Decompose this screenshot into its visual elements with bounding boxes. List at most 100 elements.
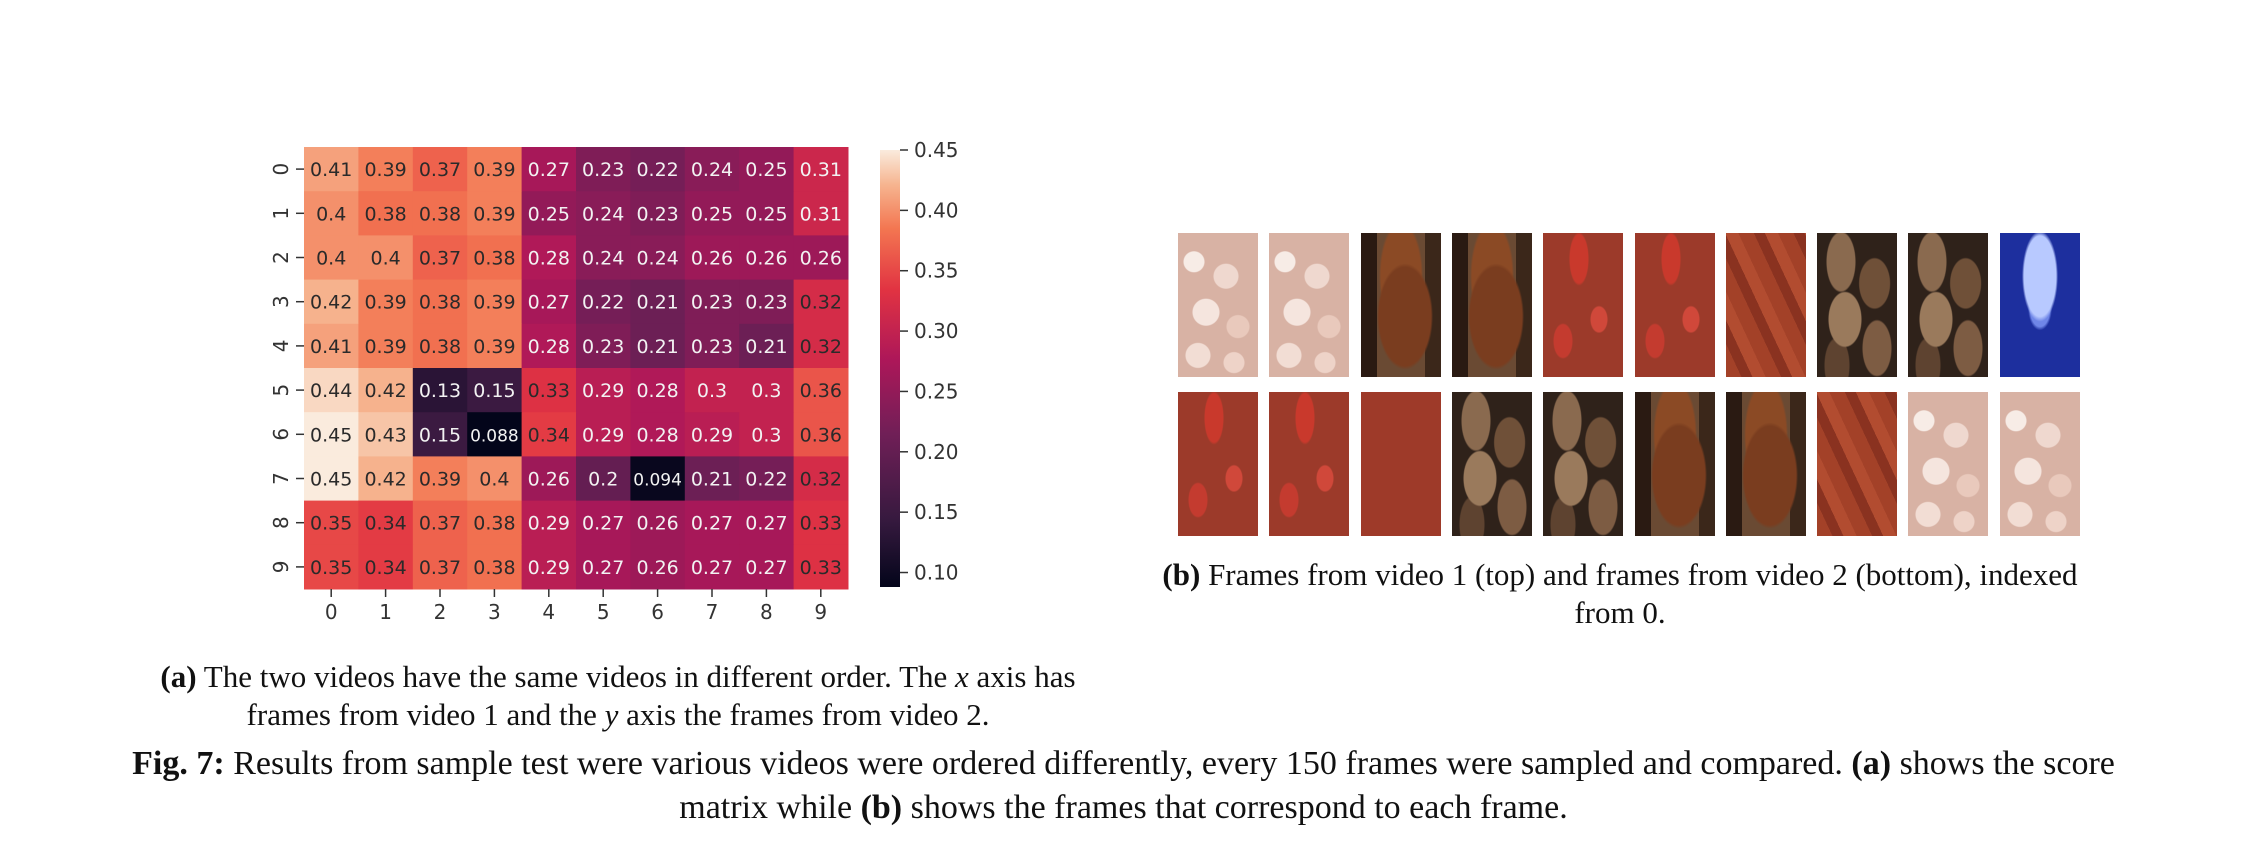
heatmap-cell xyxy=(793,500,849,546)
heatmap-cell xyxy=(793,456,849,502)
x-tick-label: 7 xyxy=(706,600,719,624)
caption-a-label: (a) xyxy=(160,659,197,694)
heatmap-cell xyxy=(630,191,686,236)
heatmap-cell-label: 0.3 xyxy=(751,424,781,446)
heatmap-cell-label: 0.32 xyxy=(800,292,842,314)
heatmap-cell-label: 0.27 xyxy=(745,513,787,535)
frame-bottom-8 xyxy=(1908,392,1989,536)
frame-top-7 xyxy=(1817,233,1898,377)
caption-a-text-1: The two videos have the same videos in d… xyxy=(196,659,956,694)
heatmap-cell xyxy=(467,544,523,590)
frame-top-6 xyxy=(1725,233,1806,377)
heatmap-cell-label: 0.39 xyxy=(473,292,515,314)
heatmap-cell xyxy=(304,544,359,590)
heatmap-cell-label: 0.22 xyxy=(582,292,624,314)
heatmap-cell xyxy=(521,456,577,502)
heatmap-cell xyxy=(467,279,523,325)
heatmap-cell-label: 0.36 xyxy=(800,424,842,446)
heatmap-cell xyxy=(793,544,849,590)
heatmap-cell-label: 0.45 xyxy=(310,469,352,491)
frame-top-5 xyxy=(1634,233,1715,377)
colorbar-tick-label: 0.30 xyxy=(914,319,959,343)
heatmap-cell xyxy=(793,235,849,281)
heatmap-cell-label: 0.3 xyxy=(697,380,727,402)
heatmap-cell-label: 0.24 xyxy=(582,203,624,225)
heatmap-cell-label: 0.27 xyxy=(745,557,787,579)
heatmap-cell-label: 0.25 xyxy=(745,203,787,225)
colorbar-tick-label: 0.15 xyxy=(914,500,959,524)
heatmap-cell xyxy=(684,500,740,546)
heatmap-cell xyxy=(793,191,849,236)
y-tick-label: 1 xyxy=(269,207,293,220)
heatmap-cell xyxy=(576,368,631,413)
heatmap-cell-label: 0.27 xyxy=(528,292,570,314)
heatmap-cell xyxy=(304,368,359,413)
y-tick-label: 0 xyxy=(269,163,293,176)
heatmap-cell-label: 0.2 xyxy=(588,469,618,491)
heatmap-cell xyxy=(358,235,414,281)
frame-bottom-2 xyxy=(1360,392,1441,536)
heatmap-cell-label: 0.38 xyxy=(419,203,461,225)
heatmap-cell-label: 0.31 xyxy=(800,159,842,181)
heatmap-cell-label: 0.28 xyxy=(636,380,678,402)
heatmap-cell-label: 0.41 xyxy=(310,336,352,358)
frame-bottom-1 xyxy=(1269,392,1350,536)
x-tick-label: 4 xyxy=(542,600,555,624)
frame-top-1 xyxy=(1269,233,1350,377)
heatmap-cell-label: 0.43 xyxy=(364,424,406,446)
heatmap-cell xyxy=(684,279,740,325)
heatmap-cell xyxy=(630,323,686,369)
heatmap-cell-label: 0.24 xyxy=(636,248,678,270)
heatmap-cell xyxy=(467,323,523,369)
heatmap-cell-label: 0.36 xyxy=(800,380,842,402)
heatmap-cell xyxy=(358,191,414,236)
heatmap-cell-label: 0.33 xyxy=(800,513,842,535)
frame-bottom-3 xyxy=(1451,392,1532,536)
frame-bottom-0 xyxy=(1178,392,1258,536)
figure-ref-b: (b) xyxy=(860,789,903,826)
heatmap-cell xyxy=(576,279,631,325)
heatmap-cell xyxy=(358,412,414,457)
heatmap-cell xyxy=(521,368,577,413)
heatmap-cell-label: 0.29 xyxy=(691,424,733,446)
heatmap-cell xyxy=(304,147,359,192)
heatmap-cell xyxy=(739,191,795,236)
x-tick-label: 1 xyxy=(379,600,392,624)
heatmap-cell xyxy=(521,500,577,546)
heatmap-cell-label: 0.35 xyxy=(310,557,352,579)
heatmap-cell-label: 0.28 xyxy=(528,336,570,358)
heatmap-cell-label: 0.39 xyxy=(473,203,515,225)
heatmap-cell xyxy=(576,191,631,236)
heatmap-cell-label: 0.37 xyxy=(419,248,461,270)
figure-text-1: Results from sample test were various vi… xyxy=(224,745,1852,782)
heatmap-cell-label: 0.25 xyxy=(745,159,787,181)
heatmap-cell-label: 0.23 xyxy=(636,203,678,225)
heatmap-cell-label: 0.13 xyxy=(419,380,461,402)
heatmap-cell-label: 0.39 xyxy=(364,292,406,314)
heatmap-cell xyxy=(358,279,414,325)
heatmap-cell xyxy=(576,235,631,281)
heatmap-cell xyxy=(412,147,468,192)
heatmap-cell xyxy=(576,412,631,457)
figure-text-2: shows the score matrix while xyxy=(679,745,2115,826)
heatmap-cell xyxy=(467,500,523,546)
colorbar-tick-label: 0.25 xyxy=(914,379,959,403)
heatmap-cell-label: 0.29 xyxy=(528,557,570,579)
heatmap-cell xyxy=(684,456,740,502)
heatmap-cell xyxy=(467,235,523,281)
heatmap-cell-label: 0.44 xyxy=(310,380,352,402)
heatmap-cell-label: 0.28 xyxy=(636,424,678,446)
heatmap-cell xyxy=(412,500,468,546)
heatmap-cell xyxy=(630,279,686,325)
heatmap-cell-label: 0.42 xyxy=(310,292,352,314)
heatmap-cell xyxy=(576,456,631,502)
heatmap-cell-label: 0.26 xyxy=(691,248,733,270)
heatmap-cell-label: 0.24 xyxy=(582,248,624,270)
frame-top-9 xyxy=(1999,233,2080,377)
heatmap-cell xyxy=(304,279,359,325)
y-tick-label: 5 xyxy=(269,384,293,397)
heatmap-cell-label: 0.39 xyxy=(473,159,515,181)
y-tick-label: 2 xyxy=(269,251,293,264)
x-tick-label: 0 xyxy=(325,600,338,624)
heatmap-cell xyxy=(630,500,686,546)
